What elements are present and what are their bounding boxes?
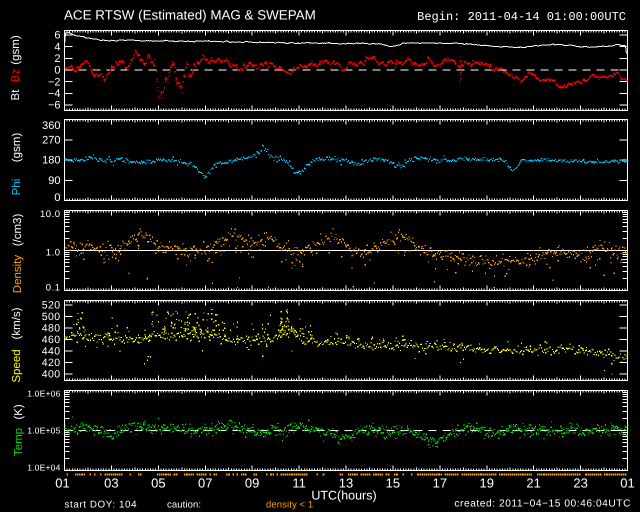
svg-text:start DOY: 104: start DOY: 104 (65, 500, 138, 511)
svg-text:UTC(hours): UTC(hours) (311, 489, 376, 503)
svg-text:(/cm3): (/cm3) (12, 214, 24, 247)
svg-text:1.0: 1.0 (46, 248, 61, 259)
svg-text:420: 420 (42, 357, 61, 369)
svg-text:0.1: 0.1 (46, 283, 61, 294)
svg-text:460: 460 (42, 334, 61, 346)
svg-text:10.0: 10.0 (40, 209, 61, 220)
svg-text:Begin: 2011-04-14 01:00:00UTC: Begin: 2011-04-14 01:00:00UTC (417, 10, 626, 24)
svg-text:07: 07 (198, 476, 212, 491)
svg-text:19: 19 (480, 476, 494, 491)
svg-text:440: 440 (42, 346, 61, 358)
svg-text:−4: −4 (48, 88, 61, 100)
svg-text:01: 01 (620, 476, 634, 491)
svg-text:created: 2011−04−15 00:46:04UT: created: 2011−04−15 00:46:04UTC (454, 499, 631, 510)
svg-text:500: 500 (42, 311, 61, 323)
svg-text:4: 4 (54, 41, 60, 53)
svg-text:05: 05 (151, 476, 165, 491)
svg-text:−2: −2 (48, 76, 61, 88)
svg-text:ACE RTSW (Estimated) MAG & SWE: ACE RTSW (Estimated) MAG & SWEPAM (64, 8, 316, 23)
svg-text:Bt: Bt (10, 89, 22, 101)
svg-text:Density: Density (12, 255, 24, 294)
svg-text:400: 400 (42, 369, 61, 381)
svg-text:(gsm): (gsm) (11, 133, 23, 163)
svg-text:2: 2 (54, 53, 60, 65)
svg-text:0: 0 (54, 65, 60, 77)
svg-text:(gsm): (gsm) (10, 35, 22, 65)
svg-text:15: 15 (386, 476, 400, 491)
svg-text:6: 6 (54, 30, 60, 42)
svg-text:21: 21 (526, 476, 540, 491)
svg-text:Phi: Phi (11, 179, 23, 196)
svg-text:01: 01 (55, 476, 69, 491)
svg-text:360: 360 (42, 120, 60, 132)
svg-text:520: 520 (42, 300, 61, 312)
svg-text:1.0E+06: 1.0E+06 (27, 389, 60, 399)
svg-text:1.0E+04: 1.0E+04 (27, 463, 60, 473)
svg-text:caution:: caution: (167, 500, 201, 511)
svg-text:17: 17 (433, 476, 447, 491)
svg-text:(km/s): (km/s) (11, 307, 23, 339)
svg-text:09: 09 (245, 476, 259, 491)
svg-text:0: 0 (54, 192, 60, 204)
svg-text:Speed: Speed (11, 349, 23, 382)
svg-text:90: 90 (48, 175, 60, 187)
svg-text:03: 03 (104, 476, 118, 491)
svg-text:11: 11 (292, 476, 306, 491)
svg-text:23: 23 (573, 476, 587, 491)
svg-text:270: 270 (42, 134, 60, 146)
svg-text:−6: −6 (48, 100, 61, 112)
svg-text:Bz: Bz (10, 69, 22, 83)
svg-text:Temp: Temp (13, 428, 25, 456)
svg-text:480: 480 (42, 323, 61, 335)
svg-text:13: 13 (339, 476, 353, 491)
svg-text:density < 1: density < 1 (266, 500, 313, 511)
svg-text:(K): (K) (13, 404, 25, 420)
svg-text:180: 180 (42, 155, 60, 167)
svg-text:1.0E+05: 1.0E+05 (27, 426, 60, 436)
